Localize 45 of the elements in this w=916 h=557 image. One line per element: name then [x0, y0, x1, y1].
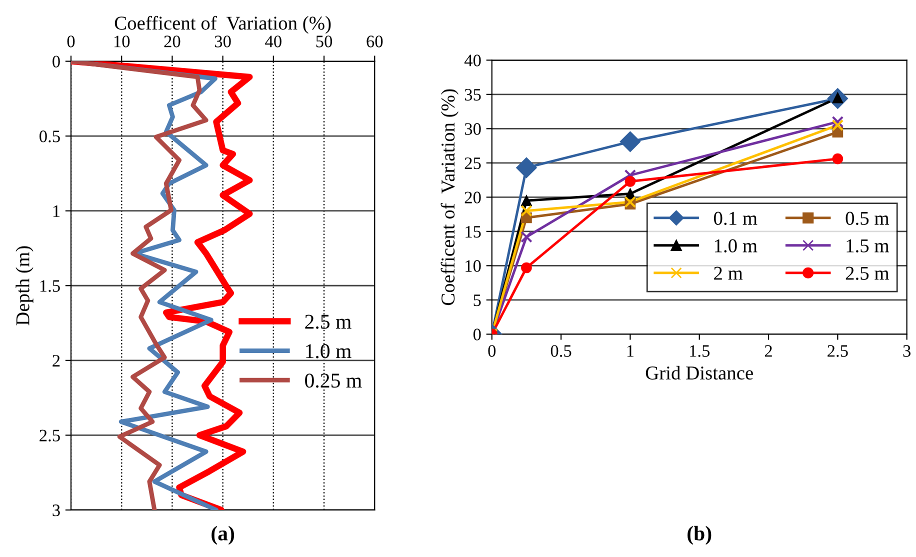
legend-label: 1.0 m [714, 239, 758, 252]
x-tick-label: 50 [316, 36, 332, 48]
legend-label: 0.1 m [714, 212, 758, 225]
y-tick-label: 3 [52, 504, 60, 516]
y-tick-label: 25 [464, 157, 481, 170]
y-tick-label: 20 [464, 192, 481, 204]
x-axis-title: Grid Distance [646, 366, 753, 380]
x-tick-label: 0.5 [550, 345, 572, 357]
y-tick-label: 2 [52, 354, 60, 366]
legend-label: 0.5 m [846, 212, 890, 225]
x-tick-label: 0 [67, 36, 75, 48]
x-axis-title: Coefficent of Variation (%) [114, 16, 331, 34]
y-tick-label: 0.5 [40, 130, 60, 142]
x-tick-label: 3 [903, 345, 910, 357]
x-tick-label: 60 [366, 36, 383, 48]
y-tick-label: 35 [464, 88, 481, 101]
legend-label: 1.5 m [846, 239, 890, 252]
x-tick-label: 1.5 [690, 345, 710, 357]
y-tick-label: 5 [474, 294, 481, 306]
x-tick-label: 20 [164, 36, 180, 48]
y-tick-label: 1.5 [40, 280, 60, 292]
x-tick-label: 30 [214, 36, 231, 48]
y-tick-label: 15 [466, 226, 481, 238]
y-tick-label: 0 [473, 328, 481, 340]
legend-label: 2.5 m [846, 266, 890, 280]
y-tick-label: 40 [464, 54, 481, 66]
y-axis-title: Coefficent of Variation (%) [440, 89, 459, 306]
y-tick-label: 10 [466, 260, 481, 272]
x-tick-label: 40 [265, 36, 282, 48]
x-tick-label: 10 [114, 36, 130, 48]
text: (b) [688, 526, 712, 545]
y-axis-title: Depth (m) [16, 246, 34, 326]
y-tick-label: 0 [52, 56, 60, 68]
legend-label: 2.5 m [305, 314, 352, 329]
x-tick-label: 2.5 [828, 345, 848, 357]
legend-label: 2 m [714, 266, 743, 280]
y-tick-label: 30 [464, 123, 481, 135]
x-tick-label: 0 [488, 345, 496, 357]
y-tick-label: 1 [53, 205, 60, 217]
x-tick-label: 1 [627, 345, 634, 357]
y-tick-label: 2.5 [40, 430, 60, 442]
text: (a) [212, 526, 234, 545]
legend-label: 0.25 m [305, 374, 362, 388]
x-tick-label: 2 [764, 345, 772, 357]
legend-label: 1.0 m [306, 344, 352, 358]
